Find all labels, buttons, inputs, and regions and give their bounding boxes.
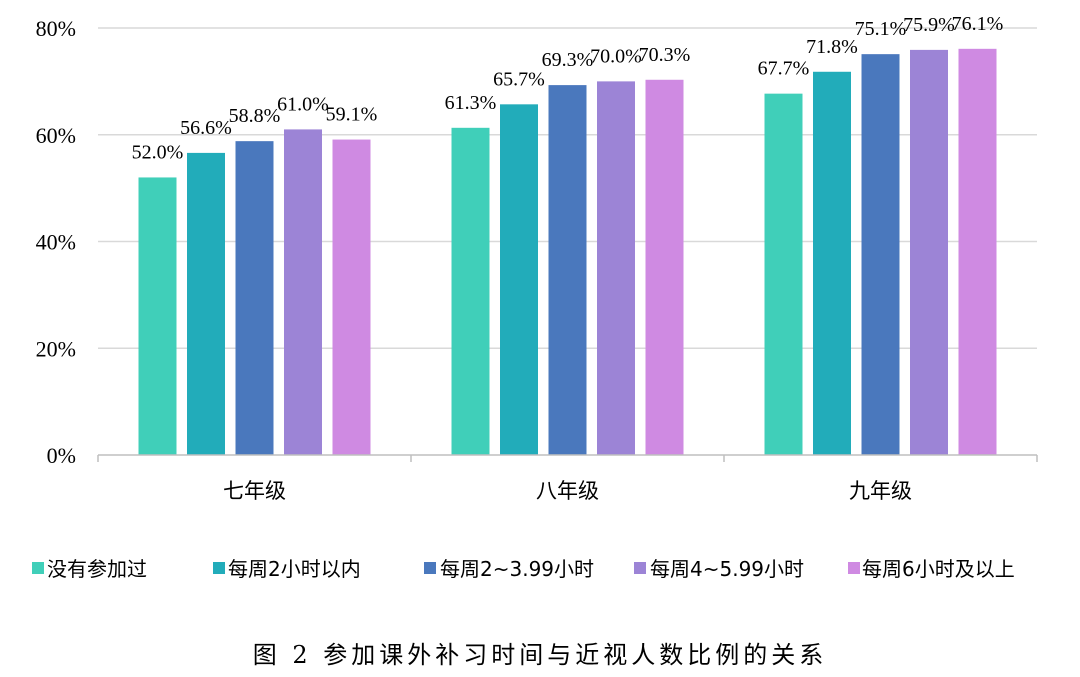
data-label: 59.1% [326,104,378,126]
bar [332,139,371,455]
legend-swatch [213,562,225,574]
bar [235,141,274,455]
legend-swatch [424,562,436,574]
data-labels: 52.0% 61.3% 67.7% 56.6% 65.7% 71.8% 58.8% 69.3%… [132,13,1004,164]
data-label: 65.7% [493,68,545,90]
y-tick-label: 20% [36,336,76,361]
legend-label: 没有参加过 [47,557,147,581]
x-category-label: 九年级 [849,479,912,503]
legend-swatch [634,562,646,574]
y-axis-ticks: 0% 20% 40% 60% 80% [36,16,76,468]
bar [500,104,538,456]
y-tick-label: 0% [47,443,76,468]
y-tick-label: 80% [36,16,76,41]
legend-label: 每周2小时以内 [228,557,361,581]
data-label: 67.7% [758,58,810,80]
x-category-label: 七年级 [223,479,286,503]
bar [451,127,490,455]
data-label: 61.0% [277,93,329,115]
bar [645,79,684,456]
bar [138,177,177,455]
legend-label: 每周2~3.99小时 [440,557,594,581]
legend-label: 每周6小时及以上 [862,557,1015,581]
data-label: 70.0% [590,45,642,67]
bar [813,71,851,455]
legend-swatch [848,562,860,574]
data-label: 52.0% [132,141,184,163]
bar [861,54,900,456]
data-label: 56.6% [180,117,232,139]
data-label: 58.8% [229,105,281,127]
y-tick-label: 60% [36,123,76,148]
data-label: 75.9% [903,14,955,36]
data-label: 75.1% [855,18,907,40]
data-label: 70.3% [639,44,691,66]
legend: 没有参加过 每周2小时以内 每周2~3.99小时 每周4~5.99小时 每周6小时及以上 [32,557,1015,581]
bar [597,81,635,455]
bar [958,48,997,455]
figure-caption: 图 2 参加课外补习时间与近视人数比例的关系 [253,641,828,669]
x-axis: 七年级 八年级 九年级 [97,454,1038,503]
bar [764,93,803,456]
data-label: 61.3% [445,92,497,114]
data-label: 76.1% [952,13,1004,35]
legend-swatch [32,562,44,574]
bar [910,49,948,455]
bar [284,129,322,455]
x-category-label: 八年级 [536,479,599,503]
data-label: 71.8% [806,36,858,58]
data-label: 69.3% [542,49,594,71]
legend-label: 每周4~5.99小时 [650,557,804,581]
bar [548,85,587,455]
bar [187,152,225,455]
bars [138,48,997,456]
y-tick-label: 40% [36,230,76,255]
